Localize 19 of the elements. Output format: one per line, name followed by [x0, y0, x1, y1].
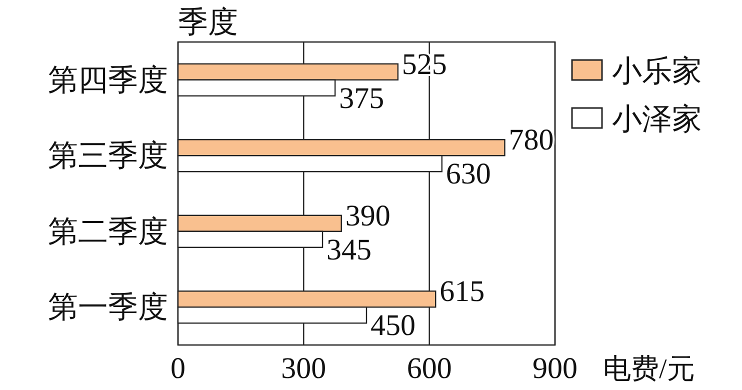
y-tick-label: 第四季度 — [48, 64, 168, 97]
x-tick-label: 0 — [170, 352, 186, 385]
x-tick-label: 600 — [406, 352, 452, 385]
data-label: 780 — [508, 124, 554, 157]
data-label: 345 — [326, 233, 372, 266]
y-axis-title: 季度 — [178, 6, 238, 39]
legend-label: 小乐家 — [612, 55, 702, 88]
x-axis-title: 电费/元 — [603, 354, 695, 385]
data-label: 615 — [440, 275, 485, 308]
x-tick-label: 300 — [281, 352, 326, 385]
data-label: 375 — [339, 82, 384, 115]
y-tick-label: 第一季度 — [48, 291, 168, 324]
data-label: 390 — [345, 199, 390, 232]
x-tick-label: 900 — [532, 352, 578, 385]
data-label: 630 — [446, 158, 491, 191]
y-tick-label: 第二季度 — [48, 215, 168, 248]
legend-label: 小泽家 — [612, 103, 702, 136]
data-label: 450 — [370, 309, 416, 342]
y-tick-label: 第三季度 — [48, 140, 168, 173]
